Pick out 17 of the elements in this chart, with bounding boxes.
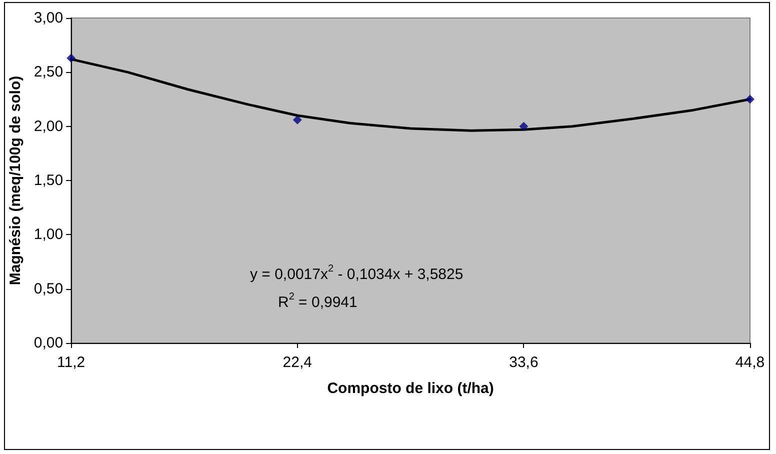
y-tick-label: 0,00 bbox=[34, 334, 64, 352]
y-tick-label: 1,00 bbox=[34, 226, 64, 244]
x-axis-title: Composto de lixo (t/ha) bbox=[327, 380, 494, 397]
y-tick-label: 3,00 bbox=[34, 10, 64, 26]
y-tick-label: 2,00 bbox=[34, 118, 64, 135]
x-tick-label: 22,4 bbox=[282, 354, 312, 371]
point bbox=[519, 122, 528, 131]
y-tick-label: 2,50 bbox=[34, 64, 64, 81]
x-tick-label: 11,2 bbox=[57, 354, 86, 371]
y-axis-title: Magnésio (meq/100g de solo) bbox=[7, 76, 24, 286]
x-tick-label: 33,6 bbox=[509, 354, 538, 371]
y-tick-label: 0,50 bbox=[34, 280, 64, 298]
x-tick-label: 44,8 bbox=[735, 354, 765, 371]
y-tick-label: 1,50 bbox=[34, 172, 64, 189]
point bbox=[746, 94, 754, 104]
point bbox=[66, 54, 76, 63]
point bbox=[292, 115, 302, 124]
